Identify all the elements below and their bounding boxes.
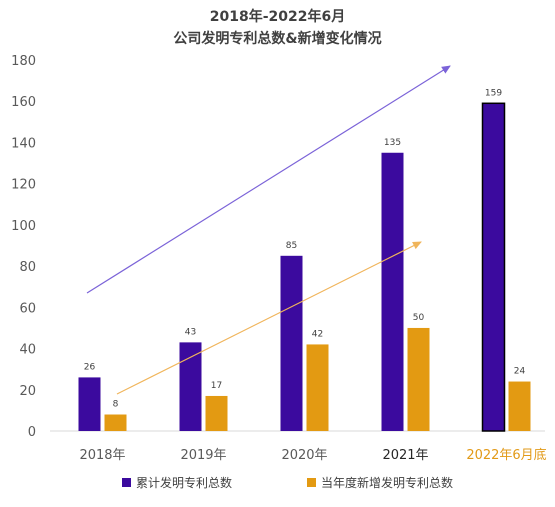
bar-total <box>481 102 506 432</box>
bar-total <box>280 255 303 431</box>
data-label: 135 <box>384 138 401 148</box>
y-tick-label: 60 <box>19 301 36 316</box>
bar-new <box>508 381 531 431</box>
trend-arrow-total <box>86 65 451 294</box>
chart-title-line-1: 2018年-2022年6月 <box>209 9 346 25</box>
x-tick-label: 2021年 <box>382 448 428 463</box>
y-tick-label: 100 <box>11 219 36 234</box>
y-tick-label: 140 <box>11 136 36 151</box>
data-label: 42 <box>312 329 323 339</box>
legend-label: 当年度新增发明专利总数 <box>321 475 453 490</box>
data-label: 24 <box>514 367 526 377</box>
data-label: 26 <box>84 362 96 372</box>
data-label: 50 <box>413 313 425 323</box>
data-label: 17 <box>211 381 222 391</box>
bar-new <box>306 344 329 431</box>
y-tick-label: 40 <box>19 343 36 358</box>
bar-total <box>179 342 202 431</box>
y-tick-label: 180 <box>11 54 36 69</box>
bar-total <box>78 377 101 431</box>
x-tick-label: 2018年 <box>79 448 125 463</box>
y-tick-label: 160 <box>11 95 36 110</box>
bar-new <box>407 327 430 431</box>
data-label: 43 <box>185 327 196 337</box>
legend-swatch <box>307 478 316 487</box>
x-tick-label: 2020年 <box>281 448 327 463</box>
data-label: 159 <box>485 88 502 98</box>
bar-new <box>104 414 127 431</box>
chart-title-line-2: 公司发明专利总数&新增变化情况 <box>173 31 382 47</box>
data-label: 85 <box>286 241 297 251</box>
bar-new <box>205 395 228 431</box>
legend-label: 累计发明专利总数 <box>136 475 232 490</box>
y-tick-label: 0 <box>28 425 36 440</box>
data-label: 8 <box>113 400 119 410</box>
trend-arrow-new <box>116 241 422 395</box>
x-tick-label: 2019年 <box>180 448 226 463</box>
legend-swatch <box>122 478 131 487</box>
x-tick-label: 2022年6月底 <box>466 447 546 463</box>
y-tick-label: 120 <box>11 178 36 193</box>
y-tick-label: 20 <box>19 384 36 399</box>
y-tick-label: 80 <box>19 260 36 275</box>
bar-total <box>381 152 404 431</box>
